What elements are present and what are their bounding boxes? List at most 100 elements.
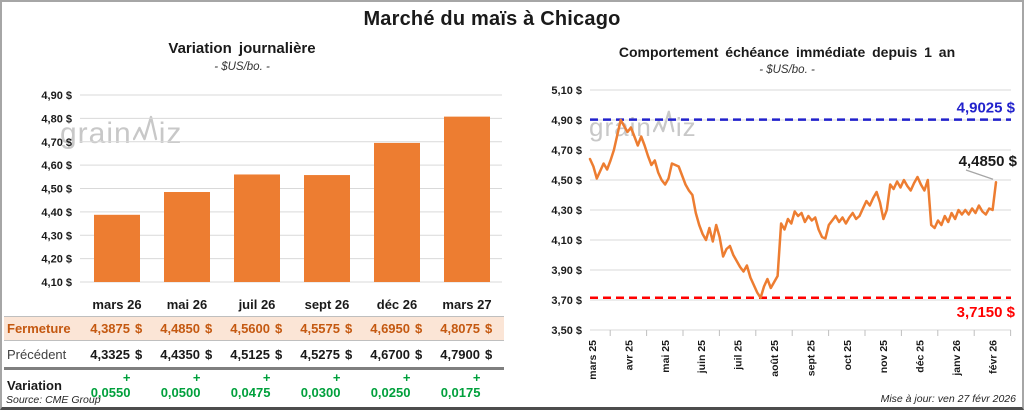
row-label: Précédent bbox=[7, 346, 67, 362]
cell-value: 4,4350 bbox=[160, 346, 200, 362]
currency-symbol: $ bbox=[205, 321, 213, 336]
row-label: Fermeture bbox=[7, 321, 71, 336]
currency-symbol: $ bbox=[275, 346, 283, 362]
cell-value: 4,8075 bbox=[440, 321, 480, 336]
bars bbox=[94, 116, 490, 282]
currency-symbol: $ bbox=[415, 321, 423, 336]
table-cell: + 0,0250 bbox=[362, 370, 432, 400]
cell-value: + 0,0500 bbox=[160, 370, 201, 400]
x-axis-tick-label: mars 25 bbox=[587, 340, 599, 380]
x-axis-tick-label: févr 26 bbox=[987, 340, 999, 374]
x-axis-tick-label: juin 25 bbox=[696, 340, 708, 374]
cell-value: 4,5125 bbox=[230, 346, 270, 362]
table-cell: 4,5275 $ bbox=[292, 347, 362, 362]
source-note: Source: CME Group bbox=[6, 394, 101, 406]
bar bbox=[234, 174, 280, 282]
row-label: Variation bbox=[7, 377, 62, 393]
currency-symbol: $ bbox=[485, 321, 493, 336]
daily-variation-bar-chart: 4,90 $ 4,80 $ 4,70 $ 4,60 $ 4,50 $ 4,40 $ 4,30… bbox=[41, 90, 502, 289]
table-cell: 4,7900 $ bbox=[432, 347, 502, 362]
bar bbox=[94, 214, 140, 282]
y-axis-tick-label: 3,50 $ bbox=[551, 325, 582, 337]
x-axis-tick-label: déc 25 bbox=[915, 340, 927, 373]
x-axis-tick-label: août 25 bbox=[769, 340, 781, 377]
y-axis-tick-label: 4,60 $ bbox=[41, 160, 72, 172]
cell-value: + 0,0175 bbox=[440, 370, 481, 400]
table-cell: 4,5575 $ bbox=[292, 321, 362, 336]
cell-value: + 0,0550 bbox=[90, 370, 131, 400]
watermark-text-post: iz bbox=[158, 117, 183, 150]
pulse-icon bbox=[132, 115, 157, 141]
x-axis-tick-label: juil 25 bbox=[733, 340, 745, 371]
y-axis-tick-label: 4,30 $ bbox=[41, 230, 72, 242]
currency-symbol: $ bbox=[135, 321, 143, 336]
quotes-table: mars 26 mai 26 juil 26 sept 26 déc 26 mars 27… bbox=[4, 293, 504, 400]
bar bbox=[444, 116, 490, 282]
contract-month-header: juil 26 bbox=[238, 297, 276, 312]
low-reference-label: 3,7150 $ bbox=[957, 304, 1016, 321]
table-cell: 4,5600 $ bbox=[222, 321, 292, 336]
bar-chart-axes: 4,90 $ 4,80 $ 4,70 $ 4,60 $ 4,50 $ 4,40 $ 4,30… bbox=[41, 90, 502, 289]
table-row-var: Variation + 0,0550 + 0,0500 + 0,0475 + 0,030… bbox=[4, 367, 504, 400]
currency-symbol: $ bbox=[345, 346, 353, 362]
y-axis-tick-label: 4,20 $ bbox=[41, 254, 72, 266]
y-axis-tick-label: 4,30 $ bbox=[551, 205, 582, 217]
currency-symbol: $ bbox=[415, 346, 423, 362]
table-cell: 4,4850 $ bbox=[152, 321, 222, 336]
bar-chart-title: Variation journalière bbox=[168, 40, 316, 57]
table-cell: + 0,0550 bbox=[82, 370, 152, 400]
front-month-line-chart: 5,10 $ 4,90 $ 4,70 $ 4,50 $ 4,30 $ 4,10 $ 3,90… bbox=[551, 85, 1018, 380]
contract-month-header: mars 26 bbox=[92, 297, 142, 312]
cell-value: 4,7900 bbox=[440, 346, 480, 362]
x-axis-tick-label: nov 25 bbox=[878, 340, 890, 373]
y-axis-tick-label: 4,40 $ bbox=[41, 207, 72, 219]
pulse-icon bbox=[652, 110, 675, 133]
bar bbox=[374, 142, 420, 282]
contract-month-header: déc 26 bbox=[376, 297, 418, 312]
x-axis-tick-label: sept 25 bbox=[805, 340, 817, 376]
cell-value: 4,5600 bbox=[230, 321, 270, 336]
contract-month-header: mars 27 bbox=[442, 297, 492, 312]
bar bbox=[164, 192, 210, 282]
currency-symbol: $ bbox=[485, 346, 493, 362]
updated-note: Mise à jour: ven 27 févr 2026 bbox=[880, 393, 1016, 405]
bar-chart-subtitle: - $US/bo. - bbox=[214, 61, 270, 73]
cell-value: 4,3325 bbox=[90, 346, 130, 362]
currency-symbol: $ bbox=[135, 346, 143, 362]
y-axis-tick-label: 4,80 $ bbox=[41, 113, 72, 125]
x-axis-tick-label: oct 25 bbox=[842, 340, 854, 371]
annotation-leader-line bbox=[965, 169, 994, 180]
table-cell: + 0,0500 bbox=[152, 370, 222, 400]
y-axis-tick-label: 4,10 $ bbox=[41, 277, 72, 289]
cell-value: 4,3875 bbox=[90, 321, 130, 336]
y-axis-tick-label: 4,70 $ bbox=[41, 137, 72, 149]
last-price-label: 4,4850 $ bbox=[959, 153, 1018, 170]
y-axis-tick-label: 4,50 $ bbox=[551, 175, 582, 187]
grainwiz-watermark: grain iz bbox=[60, 115, 182, 149]
cell-value: + 0,0250 bbox=[370, 370, 411, 400]
y-axis-tick-label: 4,70 $ bbox=[551, 145, 582, 157]
table-cell: + 0,0175 bbox=[432, 370, 502, 400]
table-cell: 4,8075 $ bbox=[432, 321, 502, 336]
table-row-close: Fermeture 4,3875 $4,4850 $4,5600 $4,5575 $4,6… bbox=[4, 316, 504, 341]
table-cell: + 0,0475 bbox=[222, 370, 292, 400]
table-cell: 4,6950 $ bbox=[362, 321, 432, 336]
cell-value: 4,4850 bbox=[160, 321, 200, 336]
high-reference-label: 4,9025 $ bbox=[957, 100, 1016, 117]
x-axis-tick-label: avr 25 bbox=[623, 340, 635, 371]
cell-value: 4,5275 bbox=[300, 346, 340, 362]
watermark-text-pre: grain bbox=[60, 117, 132, 150]
line-chart-subtitle: - $US/bo. - bbox=[759, 64, 815, 76]
price-line bbox=[588, 118, 998, 300]
daily-variation-panel: Variation journalière - $US/bo. - grain … bbox=[2, 2, 514, 407]
table-row-prev: Précédent 4,3325 $4,4350 $4,5125 $4,5275 $4,6… bbox=[4, 341, 504, 367]
contract-month-header: mai 26 bbox=[166, 297, 208, 312]
table-cell: + 0,0300 bbox=[292, 370, 362, 400]
table-cell: 4,5125 $ bbox=[222, 347, 292, 362]
currency-symbol: $ bbox=[345, 321, 353, 336]
table-cell: 4,3875 $ bbox=[82, 321, 152, 336]
cell-value: 4,5575 bbox=[300, 321, 340, 336]
cell-value: 4,6700 bbox=[370, 346, 410, 362]
table-cell: 4,6700 $ bbox=[362, 347, 432, 362]
